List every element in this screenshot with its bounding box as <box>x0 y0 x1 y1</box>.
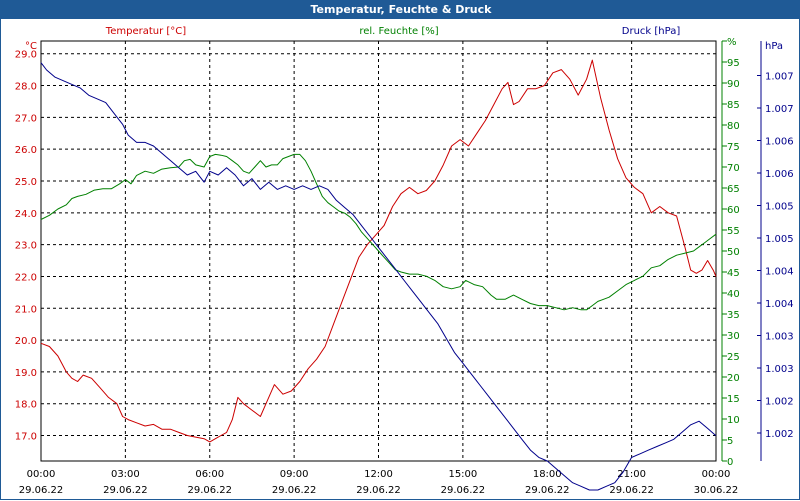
left-tick-label: 21.0 <box>15 304 37 315</box>
x-tick-date: 29.06.22 <box>356 485 401 496</box>
humidity-tick-label: 15 <box>727 394 740 405</box>
humidity-tick-label: 85 <box>727 100 740 111</box>
humidity-tick-label: 50 <box>727 247 740 258</box>
left-tick-label: 26.0 <box>15 145 37 156</box>
humidity-tick-label: 30 <box>727 331 740 342</box>
humidity-tick-label: 25 <box>727 352 740 363</box>
left-tick-label: 20.0 <box>15 336 37 347</box>
left-tick-label: 27.0 <box>15 113 37 124</box>
humidity-tick-label: 35 <box>727 310 740 321</box>
x-tick-time: 06:00 <box>195 469 224 480</box>
left-axis-unit: °C <box>25 41 37 52</box>
x-tick-date: 29.06.22 <box>609 485 654 496</box>
left-tick-label: 22.0 <box>15 272 37 283</box>
pressure-tick-label: 1.006 <box>765 137 794 148</box>
x-tick-time: 15:00 <box>448 469 477 480</box>
x-tick-time: 18:00 <box>533 469 562 480</box>
pressure-legend-label: Druck [hPa] <box>622 26 681 37</box>
x-tick-time: 12:00 <box>364 469 393 480</box>
x-tick-time: 00:00 <box>702 469 731 480</box>
x-tick-date: 30.06.22 <box>694 485 739 496</box>
x-tick-time: 09:00 <box>280 469 309 480</box>
pressure-axis-unit: hPa <box>765 41 783 52</box>
left-tick-label: 23.0 <box>15 241 37 252</box>
x-tick-date: 29.06.22 <box>525 485 570 496</box>
x-tick-date: 29.06.22 <box>272 485 317 496</box>
pressure-series-line <box>40 62 717 491</box>
humidity-tick-label: 5 <box>727 436 733 447</box>
left-tick-label: 28.0 <box>15 82 37 93</box>
humidity-tick-label: 0 <box>727 457 733 468</box>
humidity-tick-label: 40 <box>727 289 740 300</box>
temperature-series-line <box>40 59 717 443</box>
x-tick-date: 29.06.22 <box>103 485 148 496</box>
humidity-tick-label: 20 <box>727 373 740 384</box>
x-tick-time: 21:00 <box>617 469 646 480</box>
pressure-tick-label: 1.003 <box>765 332 794 343</box>
left-tick-label: 18.0 <box>15 400 37 411</box>
left-tick-label: 25.0 <box>15 177 37 188</box>
left-tick-label: 24.0 <box>15 209 37 220</box>
pressure-tick-label: 1.004 <box>765 299 794 310</box>
x-tick-time: 03:00 <box>111 469 140 480</box>
pressure-tick-label: 1.005 <box>765 234 794 245</box>
chart-title: Temperatur, Feuchte & Druck <box>310 3 492 16</box>
x-tick-date: 29.06.22 <box>187 485 232 496</box>
x-tick-date: 29.06.22 <box>19 485 64 496</box>
humidity-tick-label: 95 <box>727 58 740 69</box>
humidity-tick-label: 60 <box>727 205 740 216</box>
humidity-tick-label: 80 <box>727 121 740 132</box>
left-tick-label: 19.0 <box>15 368 37 379</box>
humidity-tick-label: 75 <box>727 142 740 153</box>
pressure-tick-label: 1.005 <box>765 202 794 213</box>
humidity-tick-label: 70 <box>727 163 740 174</box>
humidity-legend-label: rel. Feuchte [%] <box>359 26 438 37</box>
pressure-tick-label: 1.002 <box>765 429 794 440</box>
humidity-tick-label: 90 <box>727 79 740 90</box>
humidity-tick-label: % <box>727 37 737 48</box>
humidity-tick-label: 45 <box>727 268 740 279</box>
title-bar: Temperatur, Feuchte & Druck <box>1 1 800 19</box>
x-tick-time: 00:00 <box>27 469 56 480</box>
humidity-tick-label: 65 <box>727 184 740 195</box>
left-tick-label: 29.0 <box>15 50 37 61</box>
x-tick-date: 29.06.22 <box>441 485 486 496</box>
temperature-legend-label: Temperatur [°C] <box>105 26 186 37</box>
pressure-tick-label: 1.004 <box>765 267 794 278</box>
humidity-tick-label: 55 <box>727 226 740 237</box>
pressure-tick-label: 1.007 <box>765 104 794 115</box>
humidity-series-line <box>40 153 717 311</box>
pressure-tick-label: 1.007 <box>765 72 794 83</box>
pressure-tick-label: 1.003 <box>765 364 794 375</box>
humidity-tick-label: 10 <box>727 415 740 426</box>
left-tick-label: 17.0 <box>15 432 37 443</box>
pressure-tick-label: 1.002 <box>765 397 794 408</box>
pressure-tick-label: 1.006 <box>765 169 794 180</box>
